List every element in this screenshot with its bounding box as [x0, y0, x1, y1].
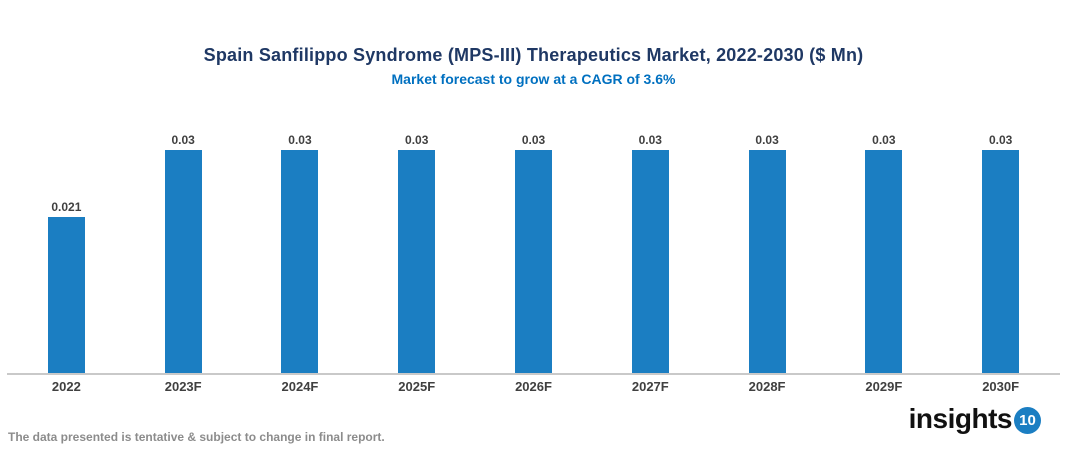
bar — [982, 150, 1020, 373]
bar-column: 0.03 — [592, 133, 709, 373]
bar-value-label: 0.03 — [171, 133, 195, 147]
bar-value-label: 0.03 — [405, 133, 429, 147]
bar — [515, 150, 553, 373]
x-axis-tick-label: 2025F — [398, 379, 436, 394]
x-axis-tick-label: 2023F — [164, 379, 202, 394]
bar-value-label: 0.03 — [638, 133, 662, 147]
bar-value-label: 0.03 — [755, 133, 779, 147]
x-axis-tick-label: 2026F — [515, 379, 552, 394]
x-axis-tick-label: 2029F — [865, 379, 903, 394]
bar-value-label: 0.03 — [288, 133, 312, 147]
bar-column: 0.03 — [942, 133, 1059, 373]
bar-column: 0.03 — [358, 133, 475, 373]
bar-column: 0.03 — [125, 133, 242, 373]
logo-text: insights — [908, 403, 1013, 434]
insights10-logo: insights 10 — [909, 403, 1041, 435]
footer-note: The data presented is tentative & subjec… — [8, 430, 385, 444]
x-axis-tick-label: 2027F — [631, 379, 669, 394]
x-axis-tick-label: 2024F — [281, 379, 319, 394]
bar — [47, 217, 85, 373]
bar-column: 0.03 — [242, 133, 359, 373]
logo-badge: 10 — [1014, 407, 1041, 434]
bar — [865, 150, 903, 373]
bar-value-label: 0.03 — [872, 133, 896, 147]
bar-column: 0.03 — [825, 133, 942, 373]
bar-value-label: 0.03 — [521, 133, 546, 147]
chart-title: Spain Sanfilippo Syndrome (MPS-III) Ther… — [203, 45, 864, 65]
bar-column: 0.03 — [709, 133, 826, 373]
bar — [398, 150, 436, 373]
bar — [631, 150, 669, 373]
bar-column: 0.03 — [475, 133, 592, 373]
bar-column: 0.021 — [8, 200, 125, 373]
x-axis-tick-label: 2022 — [51, 379, 81, 394]
x-axis-tick-label: 2030F — [982, 379, 1020, 394]
x-axis-line — [7, 373, 1060, 375]
bar-chart-plot-area: 0.021 0.03 0.03 0.03 0.03 0.03 0.03 0.03 0.03 — [8, 133, 1059, 373]
x-axis-tick-label: 2028F — [748, 379, 786, 394]
bar-value-label: 0.021 — [51, 200, 82, 214]
bar-value-label: 0.03 — [988, 133, 1013, 147]
bar — [281, 150, 319, 373]
bar — [164, 150, 202, 373]
chart-subtitle: Market forecast to grow at a CAGR of 3.6… — [391, 71, 676, 87]
bar — [748, 150, 786, 373]
x-axis-tick-labels: 2022 2023F 2024F 2025F 2026F 2027F 2028F 2029F 2… — [8, 379, 1059, 394]
